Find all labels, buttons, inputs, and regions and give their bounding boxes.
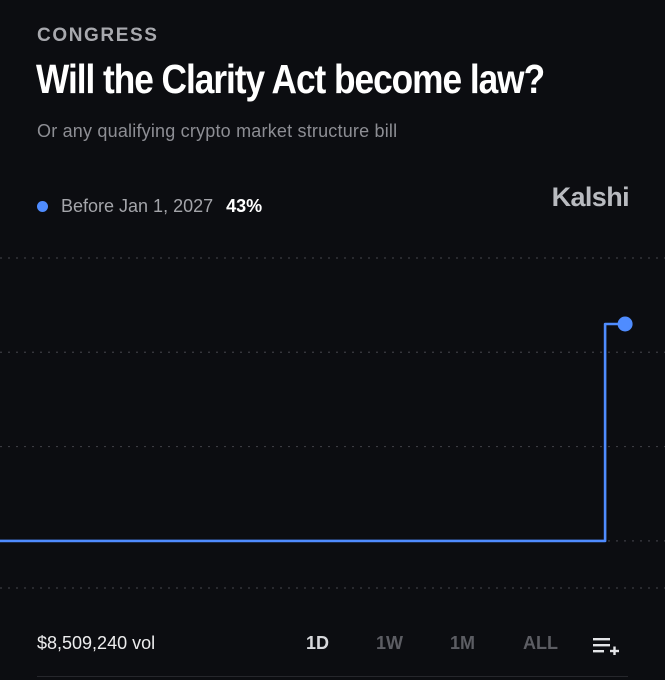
chart-footer: $8,509,240 vol 1D 1W 1M ALL	[0, 628, 665, 664]
volume-text: $8,509,240 vol	[37, 633, 156, 653]
chart-legend: Before Jan 1, 2027 43%	[37, 196, 262, 217]
page-title: Will the Clarity Act become law?	[36, 56, 545, 102]
bottom-divider	[37, 676, 628, 677]
list-add-icon[interactable]	[593, 633, 619, 655]
range-button-1m[interactable]: 1M	[450, 633, 476, 653]
series-endpoint-0	[617, 316, 633, 332]
page-subtitle: Or any qualifying crypto market structur…	[37, 121, 398, 141]
brand-logo: Kalshi	[551, 182, 630, 212]
probability-chart	[0, 257, 665, 589]
range-button-1w[interactable]: 1W	[376, 633, 403, 653]
legend-dot-icon	[37, 201, 48, 212]
range-button-all[interactable]: ALL	[523, 633, 558, 653]
legend-label: Before Jan 1, 2027	[61, 196, 214, 216]
category-label: CONGRESS	[37, 25, 159, 46]
legend-value: 43%	[226, 196, 263, 216]
series-line-0	[0, 322, 626, 543]
range-button-1d[interactable]: 1D	[306, 633, 330, 653]
